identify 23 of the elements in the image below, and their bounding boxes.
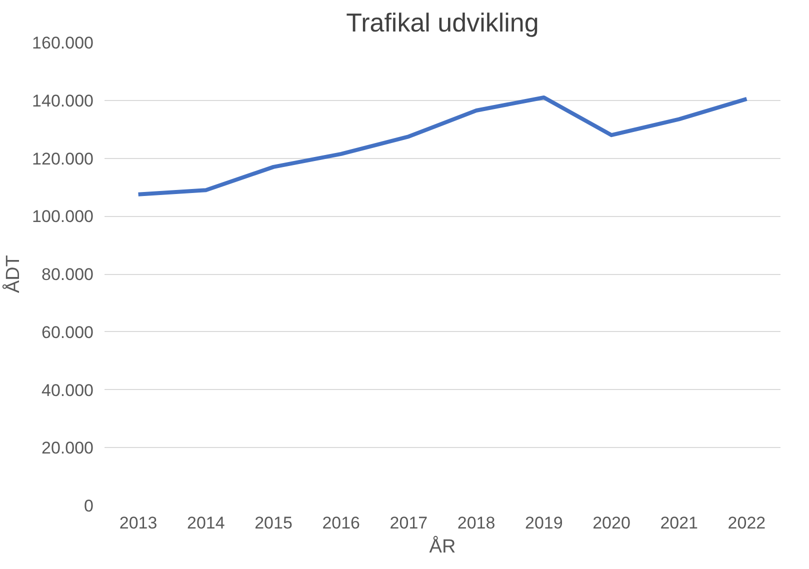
x-tick-label: 2018 — [457, 514, 496, 532]
x-tick-label: 2013 — [119, 514, 158, 532]
y-tick-label: 40.000 — [42, 380, 94, 400]
y-tick-label: 100.000 — [32, 207, 94, 226]
y-tick-label: 140.000 — [32, 91, 94, 110]
x-axis-title: ÅR — [429, 536, 456, 558]
y-tick-label: 80.000 — [42, 265, 94, 284]
x-tick-label: 2022 — [728, 514, 766, 532]
x-tick-label: 2019 — [524, 514, 563, 532]
line-series — [136, 95, 749, 196]
chart-title: Trafikal udvikling — [346, 8, 539, 38]
x-tick-label: 2016 — [322, 514, 360, 532]
y-tick-label: 160.000 — [32, 34, 94, 52]
y-tick-label: 0 — [84, 496, 94, 516]
y-tick-label: 120.000 — [32, 149, 94, 168]
x-tick-label: 2015 — [254, 514, 292, 532]
y-tick-label: 20.000 — [42, 438, 94, 458]
y-tick-label: 60.000 — [42, 322, 94, 342]
y-axis-title: ÅDT — [2, 254, 24, 293]
x-tick-label: 2020 — [592, 514, 630, 532]
x-tick-label: 2021 — [660, 514, 698, 532]
x-tick-label: 2014 — [186, 514, 225, 532]
x-tick-label: 2017 — [390, 514, 428, 532]
